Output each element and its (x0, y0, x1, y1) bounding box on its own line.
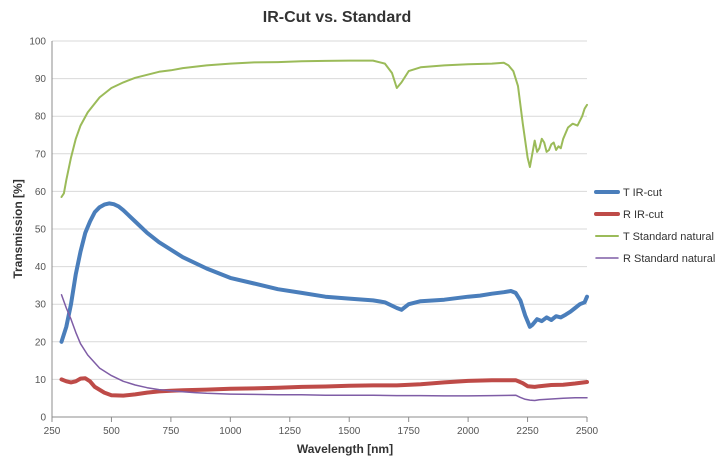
chart-title: IR-Cut vs. Standard (263, 9, 411, 26)
legend-label: T Standard natural (623, 231, 714, 243)
x-tick-label: 500 (103, 426, 120, 437)
x-tick-label: 1250 (279, 426, 302, 437)
x-tick-label: 2000 (457, 426, 480, 437)
axes: 0 10 20 30 40 50 60 70 80 90 100 250 500 750 1000 1250 1… (29, 37, 598, 438)
y-tick-label: 20 (35, 337, 47, 348)
legend-label: R Standard natural (623, 253, 715, 265)
series-line-3 (60, 59, 588, 198)
y-tick-label: 0 (40, 413, 46, 424)
y-tick-label: 50 (35, 225, 47, 236)
y-tick-label: 30 (35, 300, 47, 311)
y-tick-label: 10 (35, 375, 47, 386)
x-tick-label: 1000 (219, 426, 242, 437)
x-tick-label: 2250 (516, 426, 539, 437)
x-tick-label: 1500 (338, 426, 361, 437)
legend: T IR-cut R IR-cut T Standard natural R Stan… (594, 187, 715, 265)
y-tick-label: 40 (35, 262, 47, 273)
x-tick-label: 250 (44, 426, 61, 437)
legend-label: R IR-cut (623, 209, 663, 221)
grid (52, 40, 587, 380)
series-line-2 (59, 376, 589, 398)
x-tick-label: 1750 (398, 426, 421, 437)
y-tick-label: 100 (29, 37, 46, 48)
x-tick-label: 2500 (576, 426, 599, 437)
y-tick-label: 60 (35, 187, 47, 198)
series-line-4 (60, 294, 588, 402)
series-lines (59, 59, 589, 402)
legend-label: T IR-cut (623, 187, 662, 199)
y-tick-label: 90 (35, 74, 47, 85)
x-axis-title: Wavelength [nm] (297, 442, 393, 456)
x-tick-label: 750 (163, 426, 180, 437)
y-tick-label: 80 (35, 112, 47, 123)
y-axis-title: Transmission [%] (11, 179, 25, 278)
series-line-1 (59, 201, 589, 344)
y-tick-label: 70 (35, 149, 47, 160)
